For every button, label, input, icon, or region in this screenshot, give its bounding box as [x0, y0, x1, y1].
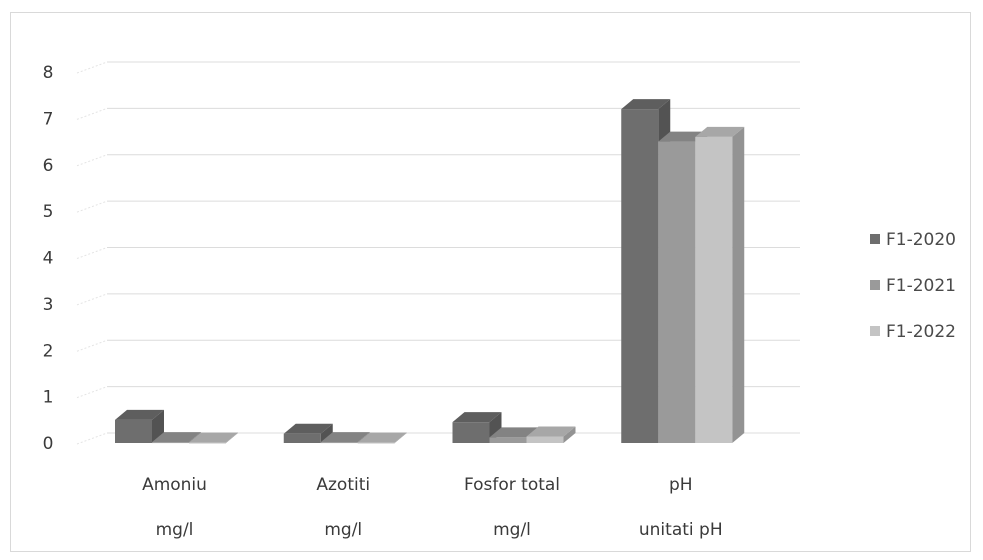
- legend-swatch: [870, 280, 880, 290]
- y-tick-label: 3: [43, 295, 54, 315]
- bar-top: [489, 427, 539, 438]
- gridline-perspective: [76, 432, 108, 445]
- bar-side: [226, 432, 238, 443]
- gridline-perspective: [76, 293, 108, 306]
- bar-top: [152, 432, 201, 443]
- y-tick-label: 4: [43, 249, 54, 269]
- category-label: Azotiti: [316, 475, 370, 495]
- category-unit-label: mg/l: [324, 520, 362, 540]
- category-unit-label: mg/l: [493, 520, 531, 540]
- legend-label: F1-2020: [886, 230, 956, 250]
- bar: [115, 419, 152, 443]
- y-tick-label: 1: [43, 388, 54, 408]
- bar: [658, 141, 696, 443]
- bar-top: [452, 412, 502, 423]
- bar: [621, 109, 659, 443]
- bar-top: [115, 409, 164, 420]
- gridline-perspective: [76, 386, 108, 399]
- category-label: pH: [669, 475, 693, 495]
- bar: [152, 442, 189, 444]
- bar: [489, 437, 527, 443]
- bar: [283, 433, 321, 443]
- bar-top: [526, 426, 576, 437]
- y-tick-label: 0: [43, 434, 54, 454]
- y-tick-label: 6: [43, 156, 54, 176]
- bar-side: [320, 423, 333, 443]
- bar: [357, 442, 395, 444]
- bar-top: [189, 432, 238, 443]
- bar-side: [732, 126, 745, 444]
- gridline-perspective: [76, 154, 108, 167]
- bar: [189, 442, 226, 444]
- bar-top: [283, 423, 333, 434]
- bar: [320, 442, 358, 444]
- y-tick-label: 2: [43, 341, 54, 361]
- y-tick-label: 5: [43, 202, 54, 222]
- bar-top: [621, 99, 671, 110]
- bar-top: [658, 131, 708, 142]
- bar: [526, 436, 564, 443]
- legend-swatch: [870, 326, 880, 336]
- category-unit-label: unitati pH: [639, 520, 723, 540]
- y-tick-label: 8: [43, 63, 54, 83]
- y-tick-label: 7: [43, 109, 54, 129]
- gridline-perspective: [76, 200, 108, 213]
- category-label: Amoniu: [142, 475, 207, 495]
- bar: [452, 422, 490, 443]
- bar-side: [394, 432, 407, 443]
- legend-label: F1-2021: [886, 276, 956, 296]
- legend-label: F1-2022: [886, 322, 956, 342]
- bar-side: [563, 426, 576, 443]
- bar-top: [320, 432, 370, 443]
- bar-top: [695, 126, 745, 137]
- category-unit-label: mg/l: [156, 520, 194, 540]
- gridline-perspective: [76, 61, 108, 74]
- bar-top: [357, 432, 407, 443]
- bar: [695, 136, 733, 444]
- chart-frame: [10, 12, 971, 552]
- gridline-perspective: [76, 107, 108, 120]
- gridline-perspective: [76, 339, 108, 352]
- category-label: Fosfor total: [464, 475, 560, 495]
- legend-swatch: [870, 234, 880, 244]
- gridline-perspective: [76, 247, 108, 259]
